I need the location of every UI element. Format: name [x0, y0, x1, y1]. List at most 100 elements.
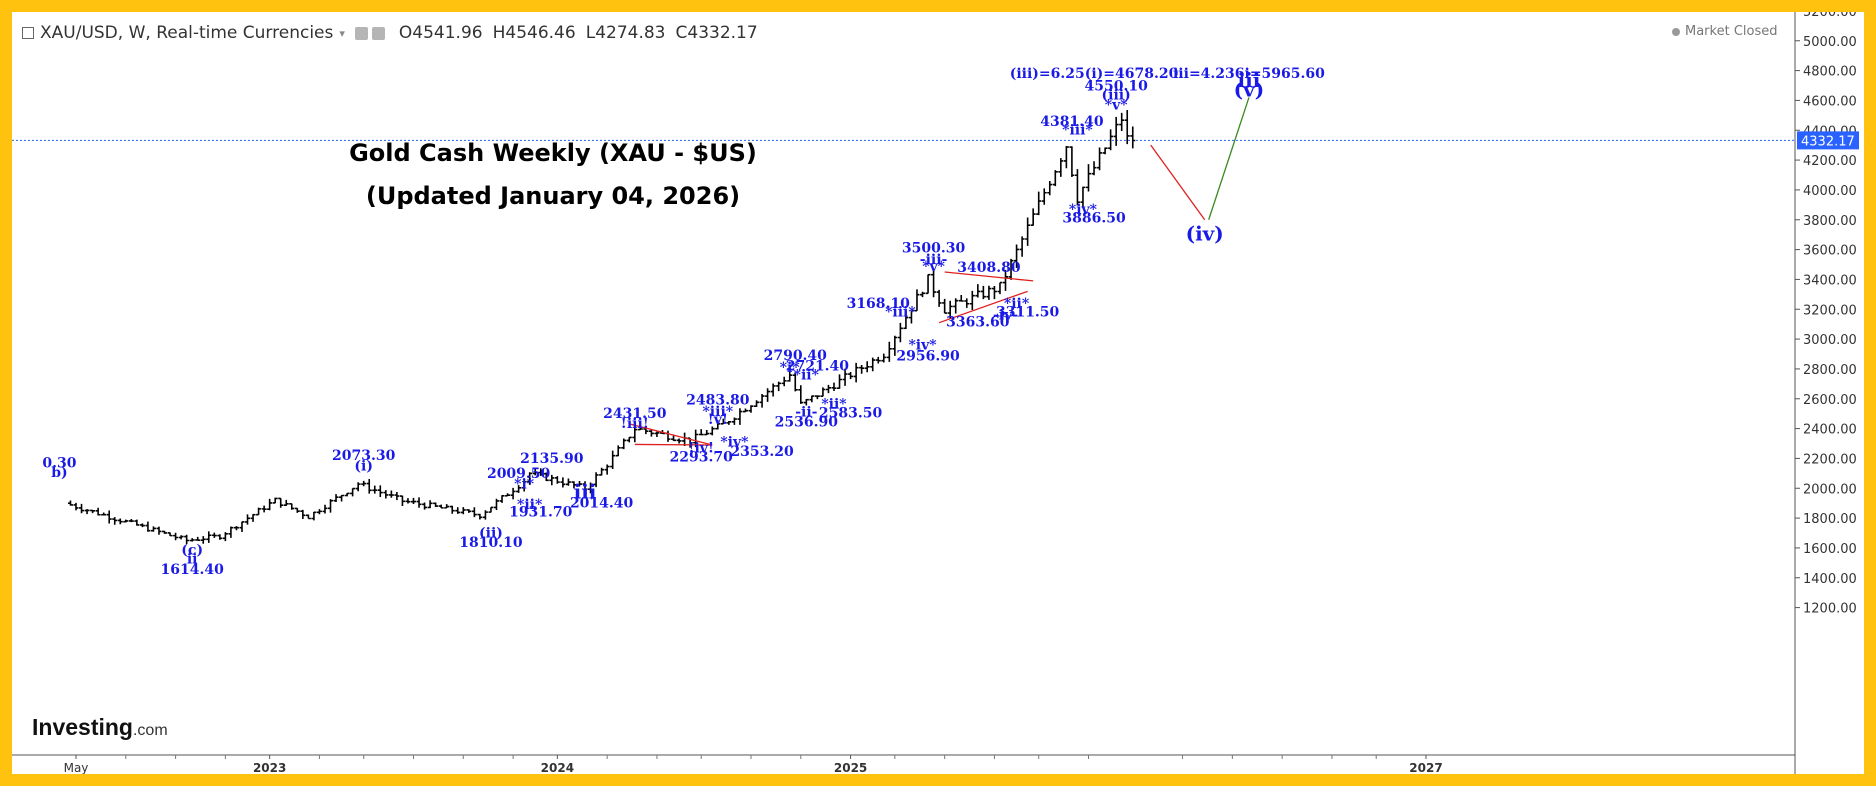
- wave-label: !v!: [708, 412, 728, 428]
- investing-logo: Investing.com: [32, 714, 168, 741]
- low-label: L: [585, 23, 596, 43]
- ohlc-bar: [848, 371, 854, 380]
- ohlc-bar: [1124, 109, 1130, 145]
- y-tick-label: 4000.00: [1803, 184, 1857, 199]
- ohlc-bar: [84, 509, 90, 515]
- ohlc-bar: [294, 507, 300, 513]
- wave-label: b): [51, 465, 67, 481]
- ohlc-bar: [156, 526, 162, 535]
- ohlc-bar: [322, 504, 328, 514]
- ohlc-bar: [128, 518, 134, 523]
- wave-label: (iv): [1186, 222, 1224, 246]
- ohlc-bar: [554, 476, 560, 484]
- ohlc-bar: [366, 479, 372, 494]
- ohlc-bar: [339, 494, 345, 502]
- ohlc-bar: [599, 467, 605, 476]
- ohlc-bar: [632, 423, 638, 443]
- x-tick-label: 2023: [253, 761, 286, 774]
- ohlc-bar: [991, 285, 997, 300]
- ohlc-bar: [682, 432, 688, 447]
- ohlc-bar: [383, 490, 389, 499]
- ohlc-bar: [1119, 112, 1125, 131]
- ohlc-bar: [466, 509, 472, 513]
- ohlc-bar: [837, 374, 843, 389]
- market-status-label: Market Closed: [1685, 24, 1778, 39]
- ohlc-bar: [787, 369, 793, 382]
- ohlc-bar: [1030, 208, 1036, 227]
- ohlc-bar: [499, 494, 505, 503]
- settings-icon[interactable]: [371, 26, 385, 40]
- wave-label: *ii*: [517, 497, 543, 513]
- wave-label: 1614.40: [161, 562, 225, 578]
- ohlc-bar: [853, 362, 859, 383]
- ohlc-bar: [1113, 116, 1119, 146]
- projection-down-line: [1150, 144, 1206, 221]
- chart-frame: 1200.00 1400.00 1600.00 1800.00 2000.00 2200.…: [12, 12, 1864, 774]
- ohlc-bar: [925, 273, 931, 295]
- ohlc-bar: [1063, 145, 1069, 169]
- ohlc-bar: [300, 509, 306, 519]
- ohlc-bar: [814, 395, 820, 400]
- ohlc-bar: [942, 298, 948, 314]
- price-chart[interactable]: 1200.00 1400.00 1600.00 1800.00 2000.00 2200.…: [12, 12, 1864, 774]
- ohlc-bar: [1102, 147, 1108, 155]
- wave-label: *ii*: [1004, 296, 1030, 312]
- ohlc-bar: [748, 405, 754, 413]
- x-tick-label: May: [64, 761, 89, 774]
- y-tick-label: 1800.00: [1803, 512, 1857, 527]
- ohlc-bar: [1014, 244, 1020, 268]
- ohlc-bar: [245, 514, 251, 525]
- ohlc-bar: [178, 535, 184, 540]
- wave-label: *v*: [1105, 97, 1128, 113]
- wave-label: (ii): [479, 525, 503, 541]
- wave-label: (c): [181, 543, 203, 559]
- open-value: 4541.96: [412, 23, 483, 43]
- wave-label: 2721.40: [786, 358, 850, 374]
- eye-icon[interactable]: [354, 26, 368, 40]
- ohlc-bar: [997, 281, 1003, 295]
- y-tick-label: 1600.00: [1803, 542, 1857, 557]
- ohlc-bar: [615, 445, 621, 457]
- ohlc-bar: [831, 382, 837, 392]
- y-tick-label: 3600.00: [1803, 244, 1857, 259]
- wave-label: 0.30: [42, 455, 76, 471]
- wave-label: (iii): [1102, 88, 1131, 104]
- ohlc-bar: [731, 417, 737, 425]
- wave-label: 3500.30: [902, 241, 966, 257]
- high-value: 4546.46: [505, 23, 576, 43]
- y-tick-label: 4800.00: [1803, 65, 1857, 80]
- symbol-label[interactable]: XAU/USD, W, Real-time Currencies: [40, 23, 334, 43]
- y-tick-label: 4600.00: [1803, 94, 1857, 109]
- logo-suffix: .com: [132, 722, 168, 739]
- ohlc-bar: [875, 356, 881, 364]
- ohlc-bar: [394, 491, 400, 501]
- chevron-down-icon[interactable]: ▾: [339, 26, 345, 40]
- wave-label: 2293.70: [670, 449, 734, 465]
- wave-label: 2790.40: [764, 348, 828, 364]
- wave-label: 2956.90: [896, 349, 960, 365]
- ohlc-bar: [333, 494, 339, 503]
- ohlc-bar: [250, 513, 256, 522]
- ohlc-bar: [1052, 170, 1058, 187]
- x-tick-label: 2024: [541, 761, 574, 774]
- ohlc-bar: [803, 398, 809, 406]
- y-tick-label: 3000.00: [1803, 333, 1857, 348]
- ohlc-bar: [931, 269, 937, 298]
- chart-header: XAU/USD, W, Real-time Currencies ▾ O 454…: [22, 22, 758, 44]
- ohlc-bar: [510, 487, 516, 500]
- ohlc-bar: [449, 505, 455, 514]
- symbol-icon[interactable]: [22, 27, 34, 39]
- current-price-tag: [1797, 131, 1859, 150]
- ohlc-bar: [328, 499, 334, 513]
- y-tick-label: 2200.00: [1803, 452, 1857, 467]
- ohlc-bar: [305, 514, 311, 520]
- ohlc-bar: [1019, 236, 1025, 257]
- wave-label: -iv-: [993, 308, 1018, 324]
- ohlc-bar: [90, 509, 96, 514]
- ohlc-bar: [482, 510, 488, 520]
- ohlc-bar: [920, 291, 926, 298]
- ohlc-bar: [792, 372, 798, 392]
- ohlc-bar: [698, 429, 704, 436]
- ohlc-bar: [532, 467, 538, 476]
- triangle-line-lower: [938, 290, 1028, 324]
